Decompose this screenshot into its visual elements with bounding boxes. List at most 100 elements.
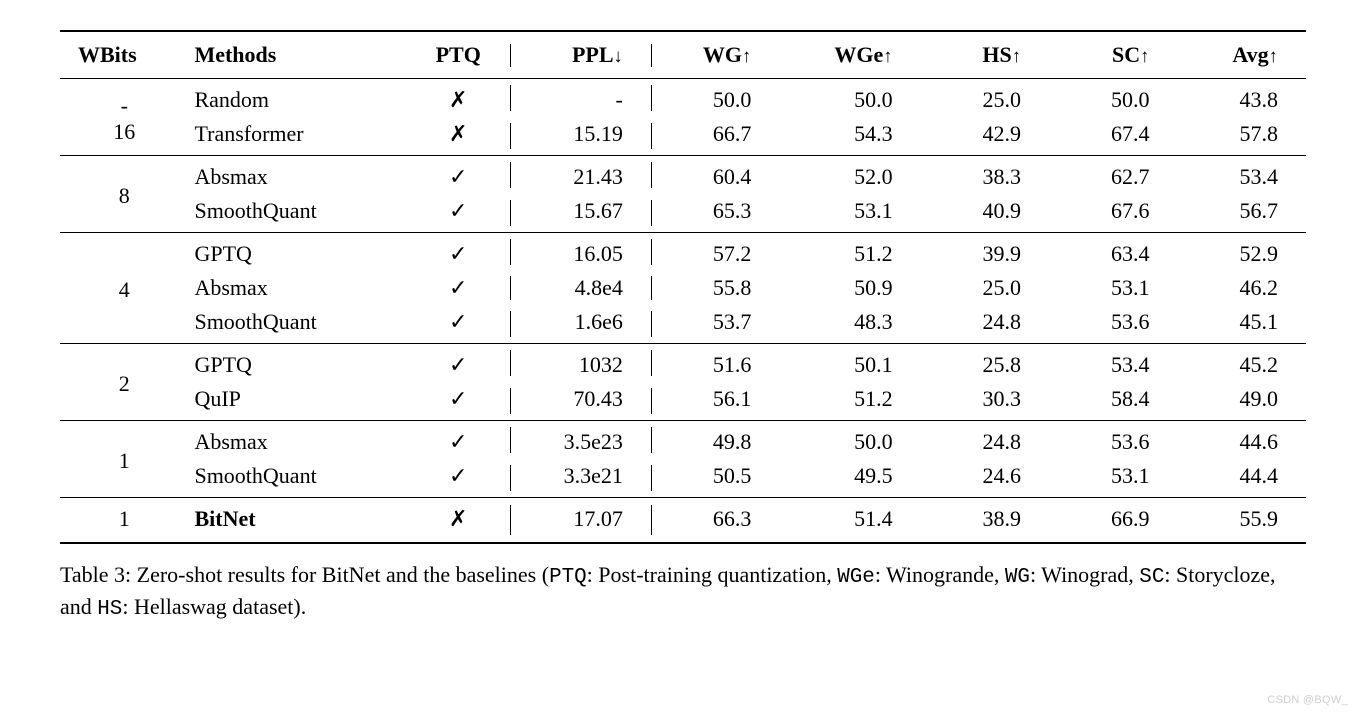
cell-sc: 66.9	[1049, 498, 1177, 544]
cell-avg: 44.6	[1178, 421, 1307, 460]
watermark: CSDN @BQW_	[1267, 694, 1348, 706]
cell-wge: 51.2	[779, 382, 920, 421]
cell-method: Absmax	[188, 271, 406, 305]
cell-avg: 43.8	[1178, 79, 1307, 118]
cell-wg: 50.5	[651, 459, 779, 498]
col-methods: Methods	[188, 31, 406, 79]
cell-sc: 53.6	[1049, 421, 1177, 460]
cell-sc: 53.1	[1049, 459, 1177, 498]
cell-ptq: ✓	[407, 156, 510, 195]
cell-sc: 62.7	[1049, 156, 1177, 195]
cell-hs: 24.6	[921, 459, 1049, 498]
cell-ptq: ✗	[407, 79, 510, 118]
cell-method: QuIP	[188, 382, 406, 421]
cell-wg: 66.7	[651, 117, 779, 156]
cell-wge: 50.9	[779, 271, 920, 305]
cell-hs: 24.8	[921, 421, 1049, 460]
table-row: QuIP✓70.4356.151.230.358.449.0	[60, 382, 1306, 421]
col-wg: WG↑	[651, 31, 779, 79]
cell-sc: 53.1	[1049, 271, 1177, 305]
cell-wge: 48.3	[779, 305, 920, 344]
cell-hs: 42.9	[921, 117, 1049, 156]
cell-hs: 38.9	[921, 498, 1049, 544]
cell-hs: 30.3	[921, 382, 1049, 421]
cell-wge: 53.1	[779, 194, 920, 233]
cell-ppl: 16.05	[510, 233, 651, 272]
cell-sc: 53.4	[1049, 344, 1177, 383]
table-row: 1BitNet✗17.0766.351.438.966.955.9	[60, 498, 1306, 544]
cell-ptq: ✓	[407, 194, 510, 233]
cell-method: BitNet	[188, 498, 406, 544]
cell-avg: 44.4	[1178, 459, 1307, 498]
cell-ppl: 15.19	[510, 117, 651, 156]
cell-ppl: 15.67	[510, 194, 651, 233]
table-row: 2GPTQ✓103251.650.125.853.445.2	[60, 344, 1306, 383]
table-caption: Table 3: Zero-shot results for BitNet an…	[60, 560, 1306, 624]
cell-hs: 25.8	[921, 344, 1049, 383]
cell-method: SmoothQuant	[188, 194, 406, 233]
table-row: SmoothQuant✓15.6765.353.140.967.656.7	[60, 194, 1306, 233]
cell-hs: 39.9	[921, 233, 1049, 272]
cell-wge: 51.2	[779, 233, 920, 272]
cell-hs: 24.8	[921, 305, 1049, 344]
cell-wbits: 4	[60, 233, 188, 344]
cell-wbits: 1	[60, 421, 188, 498]
table-row: Absmax✓4.8e455.850.925.053.146.2	[60, 271, 1306, 305]
table-row: 4GPTQ✓16.0557.251.239.963.452.9	[60, 233, 1306, 272]
cell-ptq: ✓	[407, 421, 510, 460]
cell-sc: 53.6	[1049, 305, 1177, 344]
results-table: WBits Methods PTQ PPL↓ WG↑ WGe↑ HS↑ SC↑ …	[60, 30, 1306, 544]
cell-wge: 51.4	[779, 498, 920, 544]
cell-wg: 56.1	[651, 382, 779, 421]
cell-ptq: ✗	[407, 117, 510, 156]
col-ppl: PPL↓	[510, 31, 651, 79]
cell-ppl: -	[510, 79, 651, 118]
cell-wbits: 2	[60, 344, 188, 421]
cell-avg: 45.2	[1178, 344, 1307, 383]
cell-avg: 46.2	[1178, 271, 1307, 305]
cell-ppl: 21.43	[510, 156, 651, 195]
col-avg: Avg↑	[1178, 31, 1307, 79]
cell-avg: 55.9	[1178, 498, 1307, 544]
cell-wge: 50.0	[779, 421, 920, 460]
cell-method: GPTQ	[188, 233, 406, 272]
cell-wg: 65.3	[651, 194, 779, 233]
cell-wg: 60.4	[651, 156, 779, 195]
cell-avg: 56.7	[1178, 194, 1307, 233]
cell-ppl: 3.3e21	[510, 459, 651, 498]
cell-wge: 50.0	[779, 79, 920, 118]
cell-hs: 38.3	[921, 156, 1049, 195]
cell-ptq: ✓	[407, 305, 510, 344]
table-row: SmoothQuant✓1.6e653.748.324.853.645.1	[60, 305, 1306, 344]
cell-ptq: ✗	[407, 498, 510, 544]
cell-wg: 66.3	[651, 498, 779, 544]
cell-ppl: 3.5e23	[510, 421, 651, 460]
cell-sc: 50.0	[1049, 79, 1177, 118]
cell-ptq: ✓	[407, 271, 510, 305]
cell-method: SmoothQuant	[188, 459, 406, 498]
cell-avg: 57.8	[1178, 117, 1307, 156]
cell-ptq: ✓	[407, 233, 510, 272]
cell-ppl: 4.8e4	[510, 271, 651, 305]
table-row: SmoothQuant✓3.3e2150.549.524.653.144.4	[60, 459, 1306, 498]
cell-sc: 67.6	[1049, 194, 1177, 233]
table-row: 1Absmax✓3.5e2349.850.024.853.644.6	[60, 421, 1306, 460]
cell-wge: 52.0	[779, 156, 920, 195]
cell-hs: 25.0	[921, 79, 1049, 118]
cell-method: Absmax	[188, 421, 406, 460]
cell-method: Absmax	[188, 156, 406, 195]
cell-ppl: 1032	[510, 344, 651, 383]
cell-wge: 50.1	[779, 344, 920, 383]
col-hs: HS↑	[921, 31, 1049, 79]
cell-wg: 57.2	[651, 233, 779, 272]
cell-wg: 49.8	[651, 421, 779, 460]
col-wge: WGe↑	[779, 31, 920, 79]
table-header-row: WBits Methods PTQ PPL↓ WG↑ WGe↑ HS↑ SC↑ …	[60, 31, 1306, 79]
cell-hs: 40.9	[921, 194, 1049, 233]
cell-method: SmoothQuant	[188, 305, 406, 344]
table-row: Transformer✗15.1966.754.342.967.457.8	[60, 117, 1306, 156]
cell-wbits: 8	[60, 156, 188, 233]
cell-ppl: 1.6e6	[510, 305, 651, 344]
cell-ptq: ✓	[407, 344, 510, 383]
cell-wge: 54.3	[779, 117, 920, 156]
